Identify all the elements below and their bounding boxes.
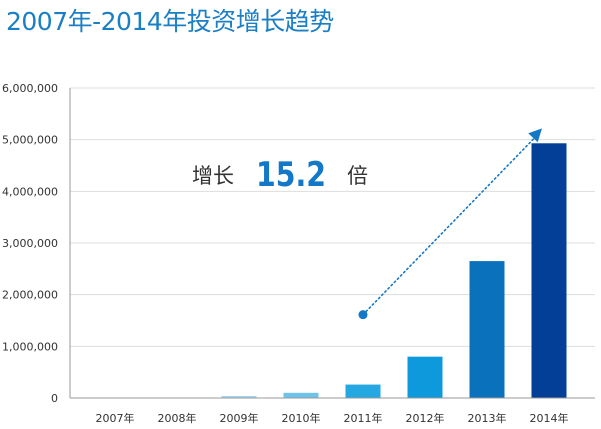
y-tick-label: 3,000,000 <box>2 237 58 250</box>
y-tick-label: 5,000,000 <box>2 134 58 147</box>
x-tick-label: 2007年 <box>96 411 135 425</box>
x-tick-label: 2012年 <box>406 411 445 425</box>
x-tick-label: 2010年 <box>282 411 321 425</box>
x-tick-label: 2013年 <box>468 411 507 425</box>
y-tick-label: 1,000,000 <box>2 340 58 353</box>
growth-arrow-head <box>528 128 542 143</box>
annotation-suffix: 倍 <box>347 164 368 188</box>
bar <box>469 261 505 398</box>
annotation-value: 15.2 <box>256 155 326 195</box>
bar <box>221 395 257 398</box>
y-tick-label: 0 <box>51 392 58 405</box>
x-tick-label: 2008年 <box>158 411 197 425</box>
bar <box>345 384 381 398</box>
y-tick-label: 4,000,000 <box>2 185 58 198</box>
bar <box>283 392 319 398</box>
x-tick-label: 2011年 <box>344 411 383 425</box>
bar <box>531 143 567 398</box>
bar <box>407 356 443 398</box>
annotation-prefix: 增长 <box>192 164 234 188</box>
x-tick-label: 2009年 <box>220 411 259 425</box>
chart-title: 2007年-2014年投资增长趋势 <box>6 7 334 36</box>
growth-arrow-start-dot <box>358 310 368 320</box>
y-tick-label: 2,000,000 <box>2 289 58 302</box>
x-tick-label: 2014年 <box>530 411 569 425</box>
growth-arrow-line <box>362 133 539 316</box>
y-tick-label: 6,000,000 <box>2 82 58 95</box>
